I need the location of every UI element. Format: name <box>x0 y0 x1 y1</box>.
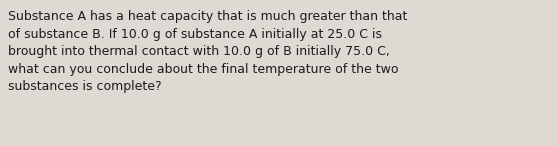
Text: Substance A has a heat capacity that is much greater than that
of substance B. I: Substance A has a heat capacity that is … <box>8 10 407 93</box>
